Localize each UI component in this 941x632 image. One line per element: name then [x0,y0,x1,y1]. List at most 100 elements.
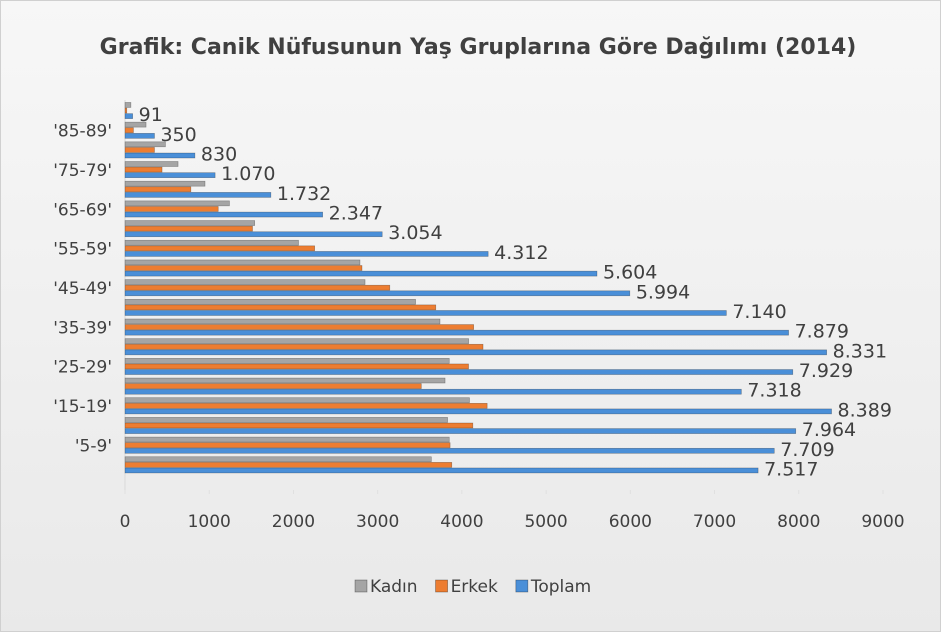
bar [124,363,469,370]
bar [124,417,448,423]
bar [124,186,192,193]
bar [124,428,797,434]
bar [124,259,361,266]
bar [124,121,147,128]
data-label: 4.312 [494,242,548,264]
bar [124,436,450,443]
y-tick-label: '35-39' [53,318,112,338]
x-tick-label: 5000 [524,512,567,532]
bar [124,251,489,257]
chart-title: Grafik: Canik Nüfusunun Yaş Gruplarına G… [100,35,857,60]
bar [124,298,416,305]
bar [124,304,437,311]
legend-swatch [515,579,529,593]
bar [124,161,179,167]
y-tick-label: '65-69' [53,200,112,220]
x-tick-label: 1000 [188,512,231,532]
y-tick-label: '55-59' [53,240,112,260]
bar [124,397,470,404]
x-tick-label: 3000 [356,512,399,532]
legend-label: Toplam [530,577,591,597]
bar [124,279,366,285]
bar [124,329,789,336]
bar [124,141,166,148]
x-tick-label: 2000 [272,512,315,532]
data-label: 7.929 [799,360,853,382]
bar [124,290,631,297]
bar [124,403,488,409]
data-label: 3.054 [388,222,442,244]
bar [124,349,827,356]
bar [124,211,323,218]
bar [124,338,469,344]
data-label: 7.517 [764,458,818,480]
bar [124,324,474,330]
data-label: 91 [139,104,163,126]
bar [124,343,484,350]
bar [124,200,230,207]
bar [124,442,451,448]
bar [124,310,727,316]
bar [124,102,132,108]
data-label: 8.331 [833,340,887,362]
data-label: 8.389 [838,399,892,421]
data-label: 7.709 [780,439,834,461]
bar [124,192,272,198]
bar [124,377,446,384]
data-label: 7.879 [795,321,849,343]
data-label: 350 [160,124,196,146]
legend-swatch [354,579,368,593]
bar [124,265,363,271]
bar [124,225,253,232]
y-tick-label: '75-79' [53,161,112,181]
legend-swatch [435,579,448,593]
bar [124,180,206,187]
bar [124,220,256,226]
x-tick-label: 9000 [861,512,904,532]
bar [124,467,759,474]
bar [124,231,383,238]
x-tick-label: 8000 [777,512,820,532]
data-label: 7.140 [732,301,786,323]
bar [124,127,134,134]
legend-label: Kadın [370,577,418,597]
bar [124,147,155,153]
data-label: 1.732 [277,183,331,205]
data-label: 2.347 [329,203,383,225]
data-label: 7.318 [747,380,801,402]
bar [124,284,391,291]
x-tick-label: 0 [120,512,131,532]
bar [124,113,133,119]
bar [124,206,219,212]
bar [124,456,432,463]
bar [124,318,441,325]
bar [124,172,216,178]
bar [124,422,474,429]
bar [124,383,422,389]
y-tick-label: '5-9' [75,436,112,456]
data-label: 1.070 [221,163,275,185]
bar [124,166,163,173]
bar [124,462,453,468]
data-label: 7.964 [802,419,856,441]
x-tick-label: 6000 [609,512,652,532]
data-label: 5.604 [603,262,657,284]
y-tick-label: '45-49' [53,279,112,299]
bar [124,133,155,139]
x-tick-label: 7000 [693,512,736,532]
bar [124,358,450,364]
bar [124,447,775,454]
bar [124,270,598,277]
bar [124,408,832,415]
y-tick-label: '15-19' [53,397,112,417]
bar [124,239,299,246]
bar [124,152,196,159]
bar [124,388,742,395]
bar [124,369,794,375]
data-label: 5.994 [636,281,690,303]
bar [124,245,315,252]
y-tick-label: '25-29' [53,358,112,378]
y-tick-label: '85-89' [53,122,112,142]
